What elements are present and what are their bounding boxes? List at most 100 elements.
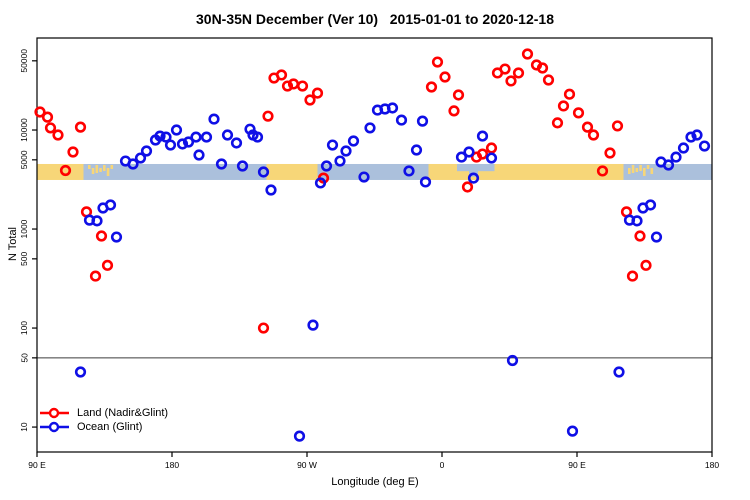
legend: Land (Nadir&Glint) Ocean (Glint)	[38, 406, 168, 434]
data-point	[221, 129, 234, 141]
data-point	[164, 139, 177, 151]
data-point	[634, 230, 646, 242]
legend-label-land: Land (Nadir&Glint)	[77, 407, 169, 419]
x-axis-ticks: 90 E 180 90 W 0 90 E 180	[28, 452, 719, 470]
data-point	[134, 152, 147, 164]
data-point	[281, 80, 294, 92]
data-point	[685, 131, 697, 143]
y-tick-label: 10	[19, 422, 29, 432]
data-point	[455, 151, 468, 163]
y-axis-ticks: 10 50 100 500 1000 5000 10000 50000	[19, 49, 37, 432]
data-point	[485, 142, 498, 154]
chart-title: 30N-35N December (Ver 10) 2015-01-01 to …	[196, 11, 554, 27]
x-tick-label: 180	[165, 460, 179, 470]
data-point	[563, 88, 576, 100]
data-point	[644, 199, 657, 211]
data-point	[604, 147, 616, 159]
data-point	[59, 164, 72, 177]
data-point	[236, 160, 249, 172]
legend-item-ocean: Ocean (Glint)	[38, 420, 168, 434]
data-point	[410, 144, 423, 156]
data-point	[557, 100, 570, 112]
data-point	[572, 107, 585, 119]
data-point	[67, 146, 79, 158]
data-point	[334, 155, 346, 167]
legend-label-ocean: Ocean (Glint)	[77, 421, 143, 433]
data-point	[347, 135, 360, 147]
data-point	[452, 89, 465, 101]
data-point	[364, 122, 376, 134]
data-point	[419, 176, 432, 188]
data-point	[670, 151, 682, 163]
data-point	[499, 63, 511, 75]
y-tick-label: 50000	[19, 49, 29, 73]
x-tick-label: 0	[440, 460, 445, 470]
data-point	[662, 159, 675, 171]
land-series-marker-icon	[40, 407, 69, 419]
data-point	[551, 117, 564, 129]
data-point	[581, 121, 594, 133]
data-point	[200, 131, 213, 143]
data-point	[698, 140, 711, 152]
y-tick-label: 1000	[19, 219, 29, 238]
data-point	[467, 172, 480, 184]
x-tick-label: 180	[705, 460, 719, 470]
data-point	[91, 215, 103, 227]
data-point	[140, 145, 153, 157]
y-tick-label: 100	[19, 321, 29, 335]
data-point	[275, 69, 288, 81]
data-point	[170, 124, 183, 136]
data-point	[304, 94, 316, 106]
data-point	[512, 67, 525, 79]
data-point	[34, 106, 46, 118]
data-point	[110, 231, 123, 243]
data-point	[215, 158, 228, 170]
data-point	[566, 425, 579, 437]
data-point	[52, 129, 64, 141]
data-point	[416, 115, 429, 127]
x-tick-label: 90 E	[28, 460, 46, 470]
x-tick-label: 90 W	[297, 460, 317, 470]
data-point	[691, 129, 703, 141]
data-point	[403, 165, 415, 177]
y-tick-label: 10000	[19, 118, 29, 142]
data-point	[251, 131, 264, 143]
data-point	[611, 120, 624, 132]
data-point	[425, 81, 438, 93]
data-point	[176, 138, 189, 150]
data-point	[193, 149, 205, 161]
data-point	[320, 160, 333, 172]
data-point	[485, 152, 498, 164]
data-point	[326, 139, 339, 151]
data-point	[293, 430, 306, 442]
plot-box	[36, 37, 713, 453]
data-point	[431, 56, 444, 68]
data-point	[296, 80, 309, 92]
data-point	[262, 110, 274, 122]
y-axis-label: N Total	[7, 226, 19, 262]
data-point	[314, 177, 327, 189]
data-point	[650, 231, 663, 243]
data-point	[208, 113, 220, 125]
data-point	[89, 270, 102, 282]
data-point	[542, 74, 555, 86]
data-point	[257, 322, 270, 334]
data-point	[640, 259, 652, 271]
data-point	[154, 130, 166, 142]
data-point	[257, 166, 270, 178]
data-point	[395, 114, 408, 126]
data-point	[95, 230, 108, 242]
data-point	[587, 129, 600, 141]
data-point	[287, 78, 300, 90]
data-point	[463, 146, 475, 158]
data-point	[476, 148, 489, 160]
data-point	[505, 75, 517, 87]
y-tick-label: 5000	[19, 150, 29, 169]
data-point	[190, 131, 202, 143]
data-point	[265, 184, 277, 196]
ocean-series-points	[74, 102, 711, 442]
data-point	[44, 122, 57, 134]
data-point	[307, 319, 319, 331]
data-point	[74, 366, 87, 378]
